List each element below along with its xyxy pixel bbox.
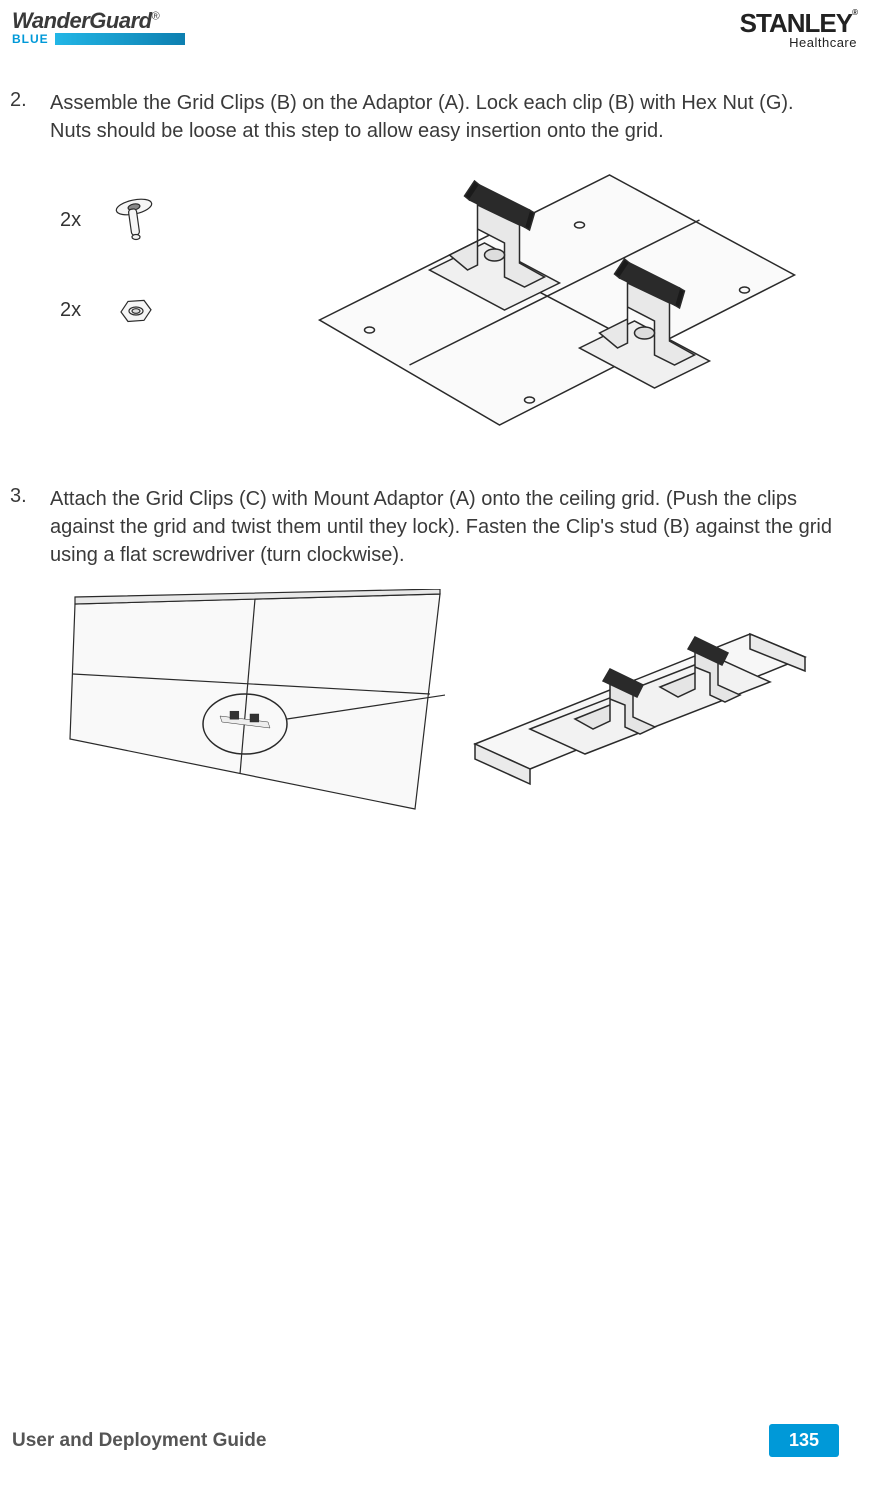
part-nut-row: 2x — [60, 285, 260, 335]
stanley-name: STANLEY — [740, 8, 852, 38]
registered-mark-small: ® — [852, 8, 857, 17]
main-content: 2. Assemble the Grid Clips (B) on the Ad… — [0, 54, 869, 854]
logo-blue-bar — [55, 33, 185, 45]
logo-main-text: WanderGuard® — [12, 8, 185, 34]
part-clip-row: 2x — [60, 195, 260, 245]
parts-list: 2x 2x — [60, 165, 260, 375]
logo-sub-text: BLUE — [12, 32, 49, 46]
step-text: Attach the Grid Clips (C) with Mount Ada… — [50, 485, 839, 569]
nut-icon — [106, 285, 166, 335]
step-text: Assemble the Grid Clips (B) on the Adapt… — [50, 89, 839, 145]
registered-mark: ® — [152, 11, 160, 23]
figure-step-3 — [65, 589, 839, 854]
step-2: 2. Assemble the Grid Clips (B) on the Ad… — [10, 89, 839, 145]
adaptor-assembly-illustration — [260, 165, 839, 435]
step-3: 3. Attach the Grid Clips (C) with Mount … — [10, 485, 839, 569]
stanley-logo: STANLEY® Healthcare — [740, 8, 857, 50]
nut-qty: 2x — [60, 299, 81, 322]
wanderguard-logo: WanderGuard® BLUE — [12, 8, 185, 46]
clip-detail-illustration — [470, 609, 810, 809]
footer-title: User and Deployment Guide — [12, 1430, 266, 1452]
clip-icon — [106, 195, 166, 245]
logo-sub-row: BLUE — [12, 32, 185, 46]
page-number-badge: 135 — [769, 1424, 839, 1457]
step-number: 2. — [10, 89, 50, 145]
page-header: WanderGuard® BLUE STANLEY® Healthcare — [0, 0, 869, 54]
step-number: 3. — [10, 485, 50, 569]
clip-qty: 2x — [60, 209, 81, 232]
figure-step-2: 2x 2x — [60, 165, 839, 445]
brand-name: WanderGuard — [12, 8, 152, 33]
ceiling-grid-illustration — [65, 589, 445, 849]
page-footer: User and Deployment Guide 135 — [0, 1424, 869, 1457]
